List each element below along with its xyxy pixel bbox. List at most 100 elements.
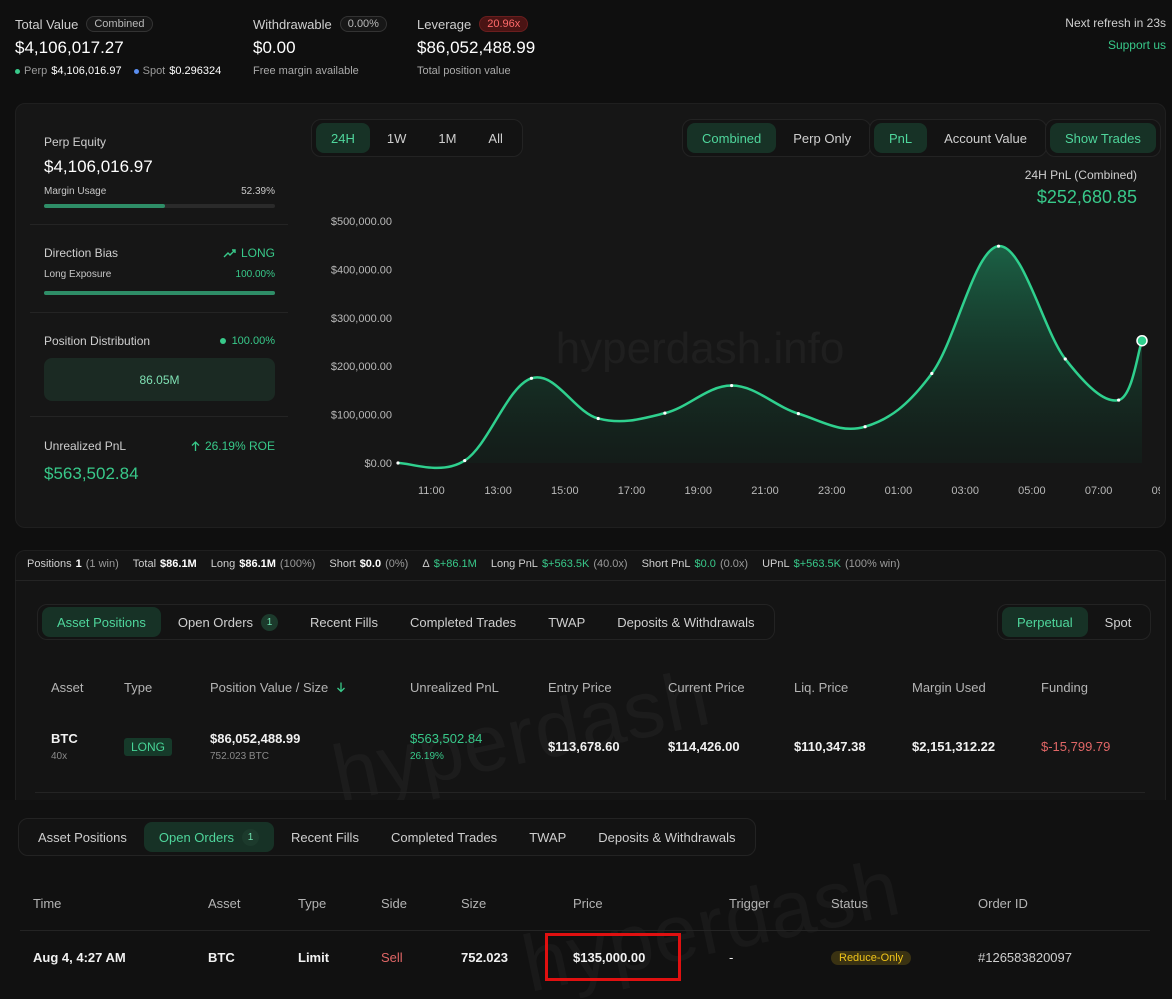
direction-bias-label: Direction Bias [44, 246, 119, 260]
tab-open-orders[interactable]: Open Orders 1 [143, 822, 275, 852]
tab-perpetual[interactable]: Perpetual [1002, 607, 1088, 637]
perp-label: Perp [24, 65, 48, 77]
pnl-area-chart[interactable]: hyperdash.info $0.00 $100,000.00 $200,000.… [300, 205, 1160, 505]
tab-deposits-withdrawals[interactable]: Deposits & Withdrawals [617, 614, 755, 630]
long-pnl-value: $+563.5K [541, 558, 590, 570]
pnl-point[interactable] [930, 371, 934, 376]
y-tick-label: $0.00 [364, 458, 392, 470]
x-tick-label: 15:00 [551, 485, 579, 497]
long-pnl-sub: (40.0x) [593, 558, 628, 570]
tab-completed-trades[interactable]: Completed Trades [390, 829, 498, 845]
col-current-price: Current Price [668, 680, 745, 695]
tab-twap[interactable]: TWAP [529, 829, 567, 845]
total-value-label: Total Value [15, 16, 79, 32]
mode-selector: Combined Perp Only [682, 119, 872, 157]
show-trades-button[interactable]: Show Trades [1050, 123, 1156, 153]
x-tick-label: 23:00 [818, 485, 846, 497]
pnl-point[interactable] [596, 416, 600, 421]
position-distribution-section: Position Distribution 100.00% [44, 334, 275, 348]
spot-label: Spot [142, 65, 166, 77]
delta-value: $+86.1M [433, 558, 477, 570]
long-sub: (100%) [279, 558, 316, 570]
mode-combined[interactable]: Combined [687, 123, 777, 153]
withdrawable-label: Withdrawable [253, 16, 332, 32]
pnl-point[interactable] [996, 244, 1001, 248]
pnl-point[interactable] [730, 383, 734, 388]
pnl-point[interactable] [663, 411, 667, 415]
current-pnl-point[interactable] [1136, 334, 1148, 347]
tab-twap[interactable]: TWAP [548, 614, 586, 630]
total-label: Total [132, 558, 157, 570]
pnl-points [396, 244, 1148, 465]
y-tick-label: $300,000.00 [331, 313, 392, 325]
order-id[interactable]: #126583820097 [978, 950, 1072, 965]
col-position-value[interactable]: Position Value / Size [210, 680, 346, 695]
tab-deposits-withdrawals[interactable]: Deposits & Withdrawals [598, 829, 736, 845]
long-exposure-fill [44, 291, 275, 295]
divider [35, 792, 1145, 793]
col-position-value-label: Position Value / Size [210, 680, 329, 695]
order-asset[interactable]: BTC [208, 950, 235, 965]
tab-completed-trades[interactable]: Completed Trades [409, 614, 517, 630]
chart-headline-value: $252,680.85 [1036, 187, 1137, 207]
y-tick-label: $500,000.00 [331, 216, 392, 228]
positions-label: Positions [27, 558, 72, 570]
col-order-type: Type [298, 896, 327, 911]
y-tick-label: $100,000.00 [331, 410, 392, 422]
pnl-point[interactable] [396, 461, 400, 465]
tab-open-orders[interactable]: Open Orders 1 [163, 607, 293, 637]
long-dot-icon [219, 338, 226, 344]
x-tick-label: 21:00 [751, 485, 779, 497]
position-type-badge: LONG [124, 738, 173, 756]
pnl-point[interactable] [529, 376, 534, 380]
metric-account-value[interactable]: Account Value [944, 130, 1028, 146]
total-value-block: Total Value Combined $4,106,017.27 Perp … [15, 16, 221, 77]
col-time: Time [33, 896, 62, 911]
long-exposure-value: 100.00% [235, 269, 275, 280]
direction-bias-value: LONG [240, 246, 275, 260]
col-margin-used: Margin Used [912, 680, 986, 695]
range-1w[interactable]: 1W [386, 130, 407, 146]
order-time: Aug 4, 4:27 AM [33, 950, 126, 965]
range-1m[interactable]: 1M [438, 130, 457, 146]
perp-equity-label: Perp Equity [44, 135, 107, 149]
leverage-value: $86,052,488.99 [417, 38, 536, 57]
withdrawable-block: Withdrawable 0.00% $0.00 Free margin ava… [253, 16, 387, 77]
perp-equity-value: $4,106,016.97 [44, 157, 153, 176]
position-unrealized-pct: 26.19% [410, 751, 444, 762]
pnl-point[interactable] [463, 458, 467, 463]
tab-recent-fills[interactable]: Recent Fills [291, 829, 359, 845]
open-orders-count: 1 [261, 613, 279, 631]
range-all[interactable]: All [488, 130, 503, 146]
tab-asset-positions[interactable]: Asset Positions [42, 607, 161, 637]
tab-asset-positions[interactable]: Asset Positions [38, 829, 127, 845]
unrealized-pnl-label: Unrealized PnL [44, 439, 127, 453]
pnl-point[interactable] [1063, 357, 1067, 361]
pnl-point[interactable] [1117, 398, 1121, 402]
support-link[interactable]: Support us [1107, 38, 1166, 52]
direction-bias-section: Direction Bias LONG Long Exposure 100.00… [44, 246, 275, 280]
order-type: Limit [298, 950, 330, 965]
tab-spot[interactable]: Spot [1104, 614, 1132, 630]
long-value: $86.1M [239, 558, 276, 570]
y-tick-label: $200,000.00 [331, 361, 392, 373]
position-asset[interactable]: BTC [51, 731, 78, 746]
y-axis: $0.00 $100,000.00 $200,000.00 $300,000.00 $4… [331, 216, 392, 470]
range-24h[interactable]: 24H [316, 123, 370, 153]
y-tick-label: $400,000.00 [331, 264, 392, 276]
col-side: Side [381, 896, 408, 911]
tab-recent-fills[interactable]: Recent Fills [310, 614, 378, 630]
metric-pnl[interactable]: PnL [874, 123, 928, 153]
combined-badge[interactable]: Combined [86, 16, 153, 32]
positions-sub: (1 win) [85, 558, 119, 570]
upnl-sub: (100% win) [845, 558, 901, 570]
pnl-point[interactable] [796, 412, 800, 416]
tab-open-orders-label: Open Orders [177, 614, 254, 630]
pnl-point[interactable] [863, 425, 867, 429]
x-tick-label: 11:00 [418, 485, 445, 497]
x-tick-label: 01:00 [885, 485, 913, 497]
position-margin-used: $2,151,312.22 [912, 739, 996, 754]
total-value-strip: $86.1M [160, 558, 197, 570]
mode-perp-only[interactable]: Perp Only [793, 130, 852, 146]
position-distribution-bar[interactable]: 86.05M [44, 358, 275, 401]
